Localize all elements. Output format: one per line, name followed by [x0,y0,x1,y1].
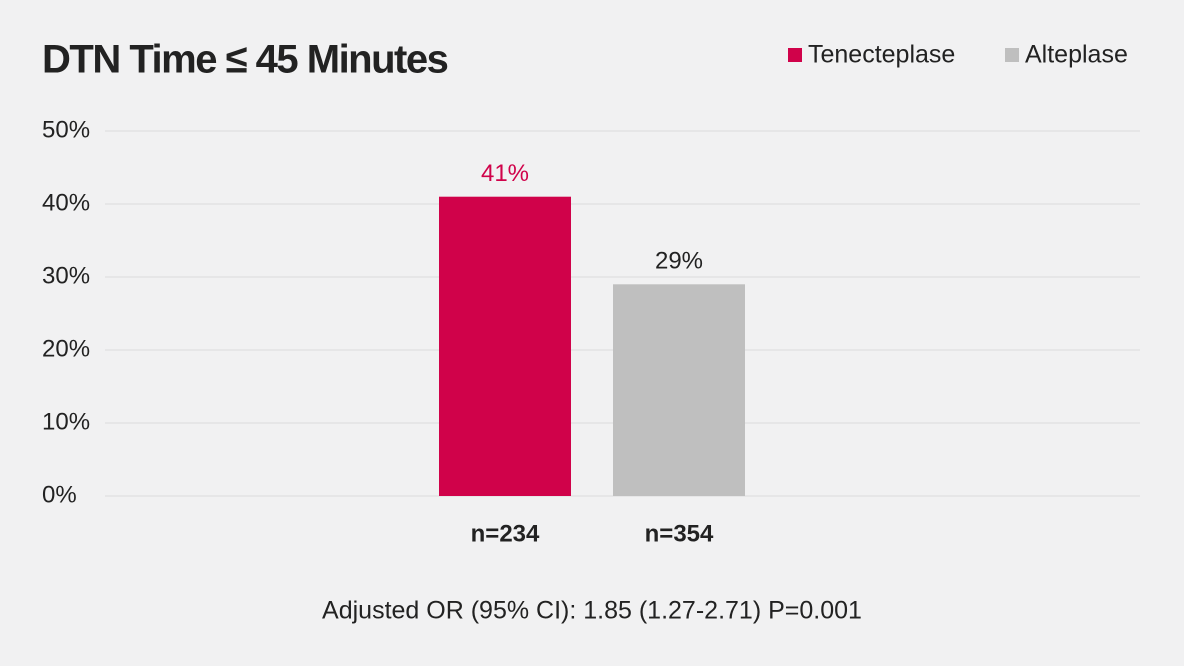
legend-swatch [788,48,802,62]
value-label: 29% [655,248,703,275]
x-tick-label: n=354 [645,520,714,547]
legend-label: Alteplase [1025,41,1128,69]
y-tick-label: 10% [42,408,90,435]
y-tick-label: 0% [42,481,77,508]
legend-label: Tenecteplase [808,41,955,69]
y-tick-label: 50% [42,116,90,143]
y-tick-label: 30% [42,262,90,289]
bar [439,196,571,496]
x-tick-label: n=234 [471,520,540,547]
value-label: 41% [481,160,529,187]
annotation: Adjusted OR (95% CI): 1.85 (1.27-2.71) P… [322,597,862,625]
bar [613,284,745,496]
y-tick-label: 40% [42,189,90,216]
legend-swatch [1005,48,1019,62]
chart-title: DTN Time ≤ 45 Minutes [42,38,448,82]
y-tick-label: 20% [42,335,90,362]
